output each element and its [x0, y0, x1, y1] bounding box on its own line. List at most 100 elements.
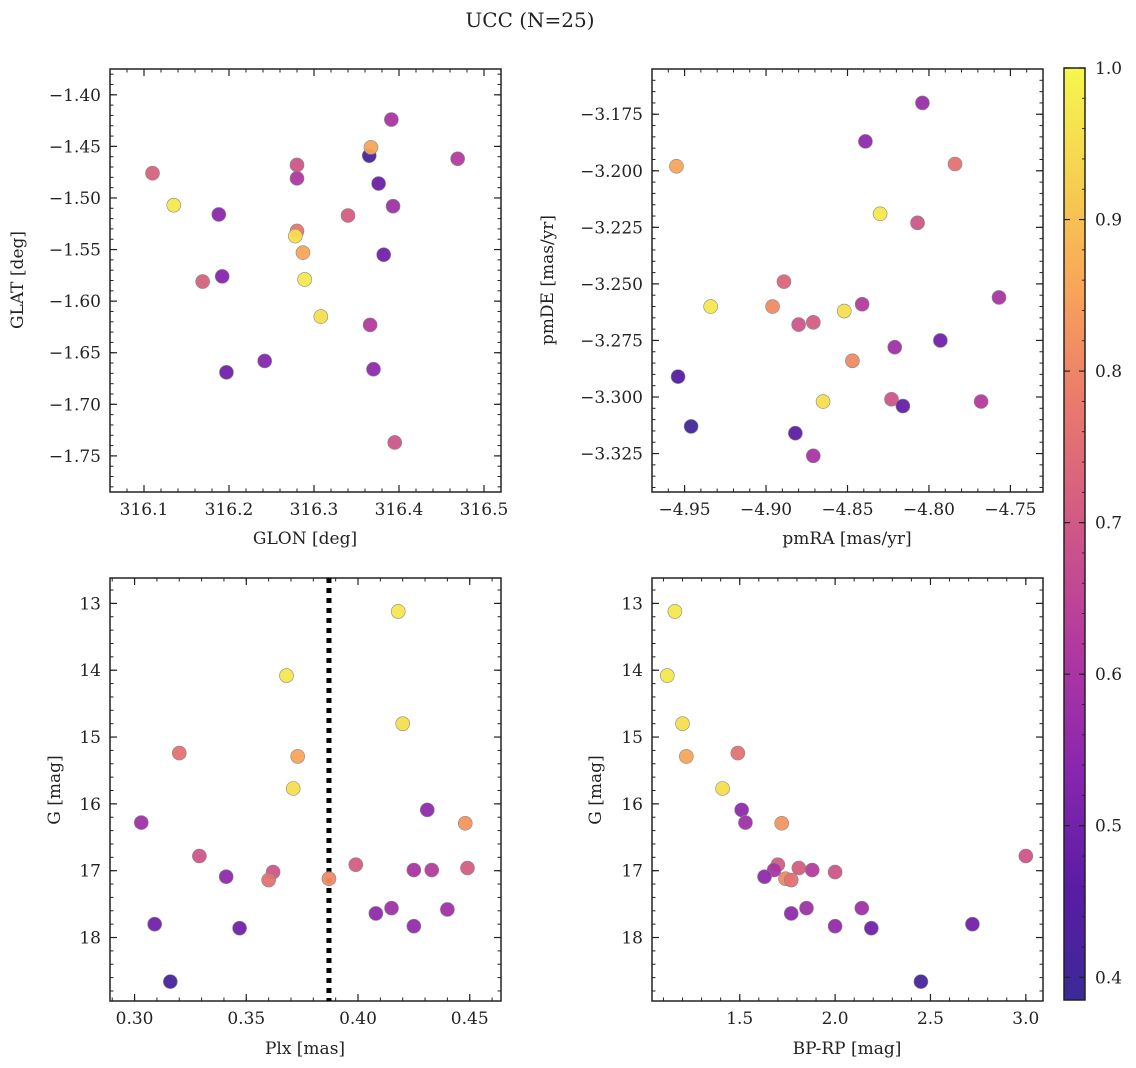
y-tick-label: 16	[621, 795, 643, 815]
data-point	[738, 815, 753, 830]
data-point	[991, 290, 1007, 305]
x-axis-label: Plx [mas]	[265, 1039, 345, 1059]
y-tick-label: −3.275	[580, 331, 643, 351]
data-point	[163, 974, 178, 989]
data-point	[376, 247, 392, 263]
y-tick-label: −3.300	[580, 388, 643, 408]
x-tick-label: 316.1	[120, 500, 169, 520]
y-tick-label: 14	[79, 661, 101, 681]
data-point	[734, 802, 749, 818]
y-tick-label: −3.200	[580, 162, 643, 182]
y-tick-label: 18	[621, 929, 643, 949]
data-point	[261, 872, 276, 888]
y-tick-label: 13	[79, 594, 101, 614]
data-point	[390, 604, 406, 619]
colorbar-gradient	[1064, 68, 1085, 1000]
x-tick-label: 1.5	[726, 1009, 753, 1029]
x-tick-label: −4.90	[740, 500, 792, 520]
data-point	[791, 860, 807, 876]
data-point	[791, 317, 806, 332]
data-point	[395, 716, 410, 731]
y-tick-label: 15	[621, 728, 643, 748]
data-point	[827, 864, 843, 880]
data-point	[321, 871, 337, 887]
x-tick-label: 0.30	[116, 1009, 154, 1029]
data-point	[285, 781, 301, 796]
data-point	[965, 916, 980, 932]
panel-plx-g: 0.30 0.35 0.40 0.45 13 14 15 16 17 18 Plx [mas] G…	[45, 577, 502, 1059]
colorbar-tick-label: 0.8	[1095, 362, 1122, 382]
panel-pmra-pmde: −4.95 −4.90 −4.85 −4.80 −4.75 −3.175 −3.200 −3.…	[538, 68, 1044, 549]
data-point	[297, 272, 312, 287]
data-point	[147, 916, 162, 932]
x-tick-label: 2.5	[917, 1009, 944, 1029]
x-tick-label: 316.5	[460, 500, 509, 520]
data-point	[805, 315, 821, 330]
data-point	[1018, 848, 1034, 864]
plot-area	[651, 68, 1044, 493]
y-tick-label: −3.225	[580, 218, 643, 238]
data-point	[368, 906, 384, 921]
x-axis-label: GLON [deg]	[253, 529, 357, 549]
data-point	[289, 171, 305, 186]
data-point	[683, 419, 699, 434]
data-point	[171, 745, 187, 761]
data-point	[913, 974, 929, 989]
data-point	[933, 333, 948, 348]
y-tick-label: 17	[621, 862, 643, 882]
data-point	[257, 353, 273, 369]
y-tick-label: 15	[79, 728, 101, 748]
plot-area	[651, 577, 1044, 1002]
data-point	[232, 920, 247, 936]
data-point	[703, 299, 718, 314]
data-point	[805, 448, 821, 464]
data-point	[214, 269, 230, 284]
data-point	[679, 749, 694, 764]
data-point	[450, 151, 465, 167]
colorbar-tick-label: 0.9	[1095, 211, 1122, 231]
data-point	[287, 228, 303, 244]
data-point	[858, 134, 873, 149]
x-tick-label: −4.95	[659, 500, 711, 520]
data-point	[872, 206, 888, 222]
x-tick-label: 2.0	[822, 1009, 849, 1029]
data-point	[387, 435, 403, 450]
data-point	[947, 156, 963, 172]
data-point	[669, 158, 684, 174]
data-point	[973, 394, 989, 409]
data-point	[774, 815, 789, 831]
data-point	[854, 296, 870, 312]
data-point	[366, 361, 381, 377]
data-point	[290, 749, 305, 764]
data-point	[218, 869, 234, 885]
y-tick-label: 16	[79, 795, 101, 815]
y-axis-label: G [mag]	[586, 755, 606, 824]
data-point	[757, 869, 772, 885]
data-point	[406, 918, 422, 934]
data-point	[289, 157, 305, 173]
x-tick-label: 316.4	[375, 500, 424, 520]
data-point	[295, 245, 311, 260]
x-tick-label: 0.35	[227, 1009, 265, 1029]
y-axis-label: GLAT [deg]	[8, 231, 28, 329]
colorbar-tick-label: 0.5	[1095, 817, 1122, 837]
y-tick-label: −3.325	[580, 445, 643, 465]
data-point	[385, 198, 401, 214]
data-point	[145, 165, 160, 181]
data-point	[864, 920, 879, 936]
plot-area	[109, 577, 502, 1002]
data-point	[836, 303, 852, 319]
data-point	[804, 862, 820, 878]
data-point	[279, 668, 294, 683]
data-point	[211, 207, 227, 222]
data-point	[457, 815, 473, 831]
panel-bprp-g: 1.5 2.0 2.5 3.0 13 14 15 16 17 18 BP-RP [mag] G […	[586, 577, 1044, 1059]
colorbar-frame	[1063, 67, 1086, 1001]
y-tick-label: −3.175	[580, 105, 643, 125]
data-point	[166, 197, 182, 213]
panel-glon-glat: 316.1 316.2 316.3 316.4 316.5 −1.40 −1.45 −1.50…	[8, 68, 509, 549]
data-point	[776, 274, 792, 289]
colorbar-tick-label: 0.4	[1095, 968, 1122, 988]
data-point	[675, 716, 690, 731]
data-point	[362, 317, 378, 333]
